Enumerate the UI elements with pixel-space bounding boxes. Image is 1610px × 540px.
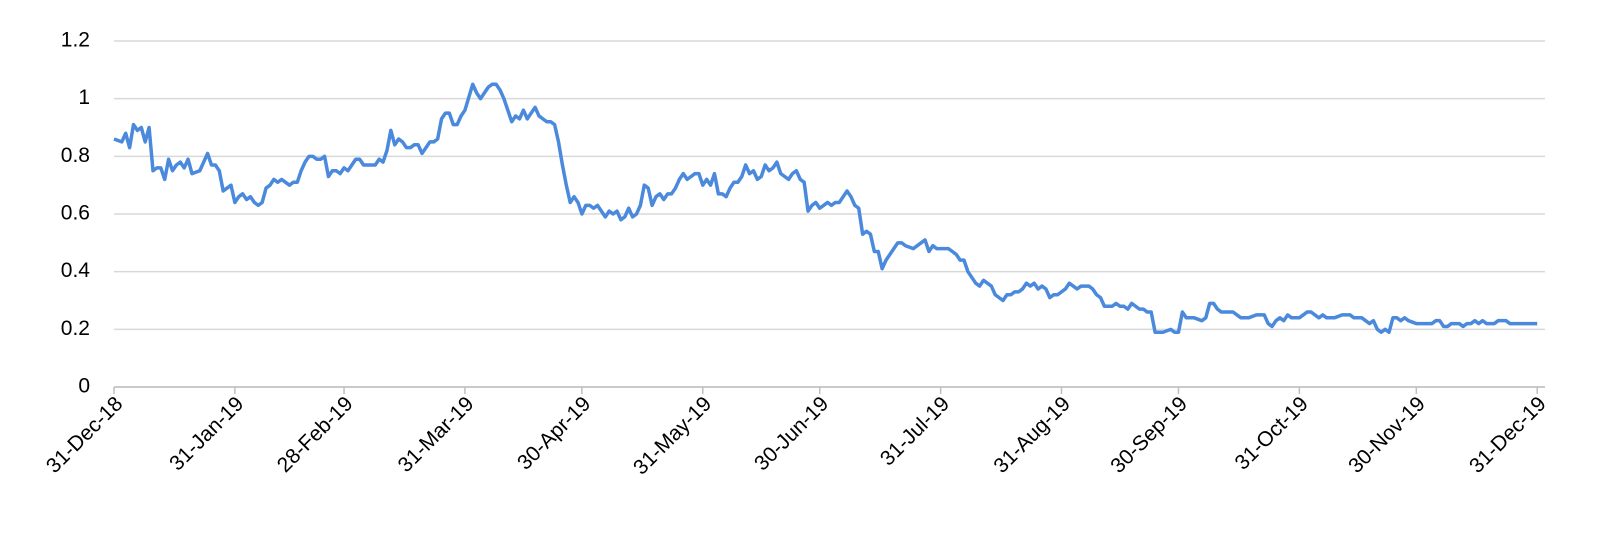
y-tick-label: 1 [78, 86, 90, 109]
y-tick-label: 0.4 [61, 259, 91, 282]
y-tick-label: 0.6 [61, 202, 90, 225]
y-tick-label: 1.2 [61, 29, 90, 52]
x-tick-label: 31-May-19 [629, 392, 716, 479]
x-tick-label: 28-Feb-19 [273, 392, 358, 477]
line-series [113, 82, 1538, 334]
x-tick-label: 30-Nov-19 [1344, 392, 1430, 478]
x-tick-label: 31-Dec-18 [42, 392, 128, 478]
x-tick-label: 31-Aug-19 [989, 392, 1075, 478]
x-tick-label: 31-Dec-19 [1465, 392, 1551, 478]
y-tick-label: 0.8 [61, 144, 90, 167]
y-tick-label: 0.2 [61, 317, 90, 340]
y-tick-label: 0 [78, 375, 90, 398]
x-tick-label: 30-Jun-19 [750, 392, 833, 475]
x-tick-label: 31-Mar-19 [394, 392, 479, 477]
x-tick-label: 31-Oct-19 [1231, 392, 1313, 474]
x-tick-label: 31-Jul-19 [876, 392, 954, 470]
x-tick-label: 31-Jan-19 [165, 392, 248, 475]
x-tick-label: 30-Apr-19 [513, 392, 595, 474]
x-tick-label: 30-Sep-19 [1106, 392, 1192, 478]
